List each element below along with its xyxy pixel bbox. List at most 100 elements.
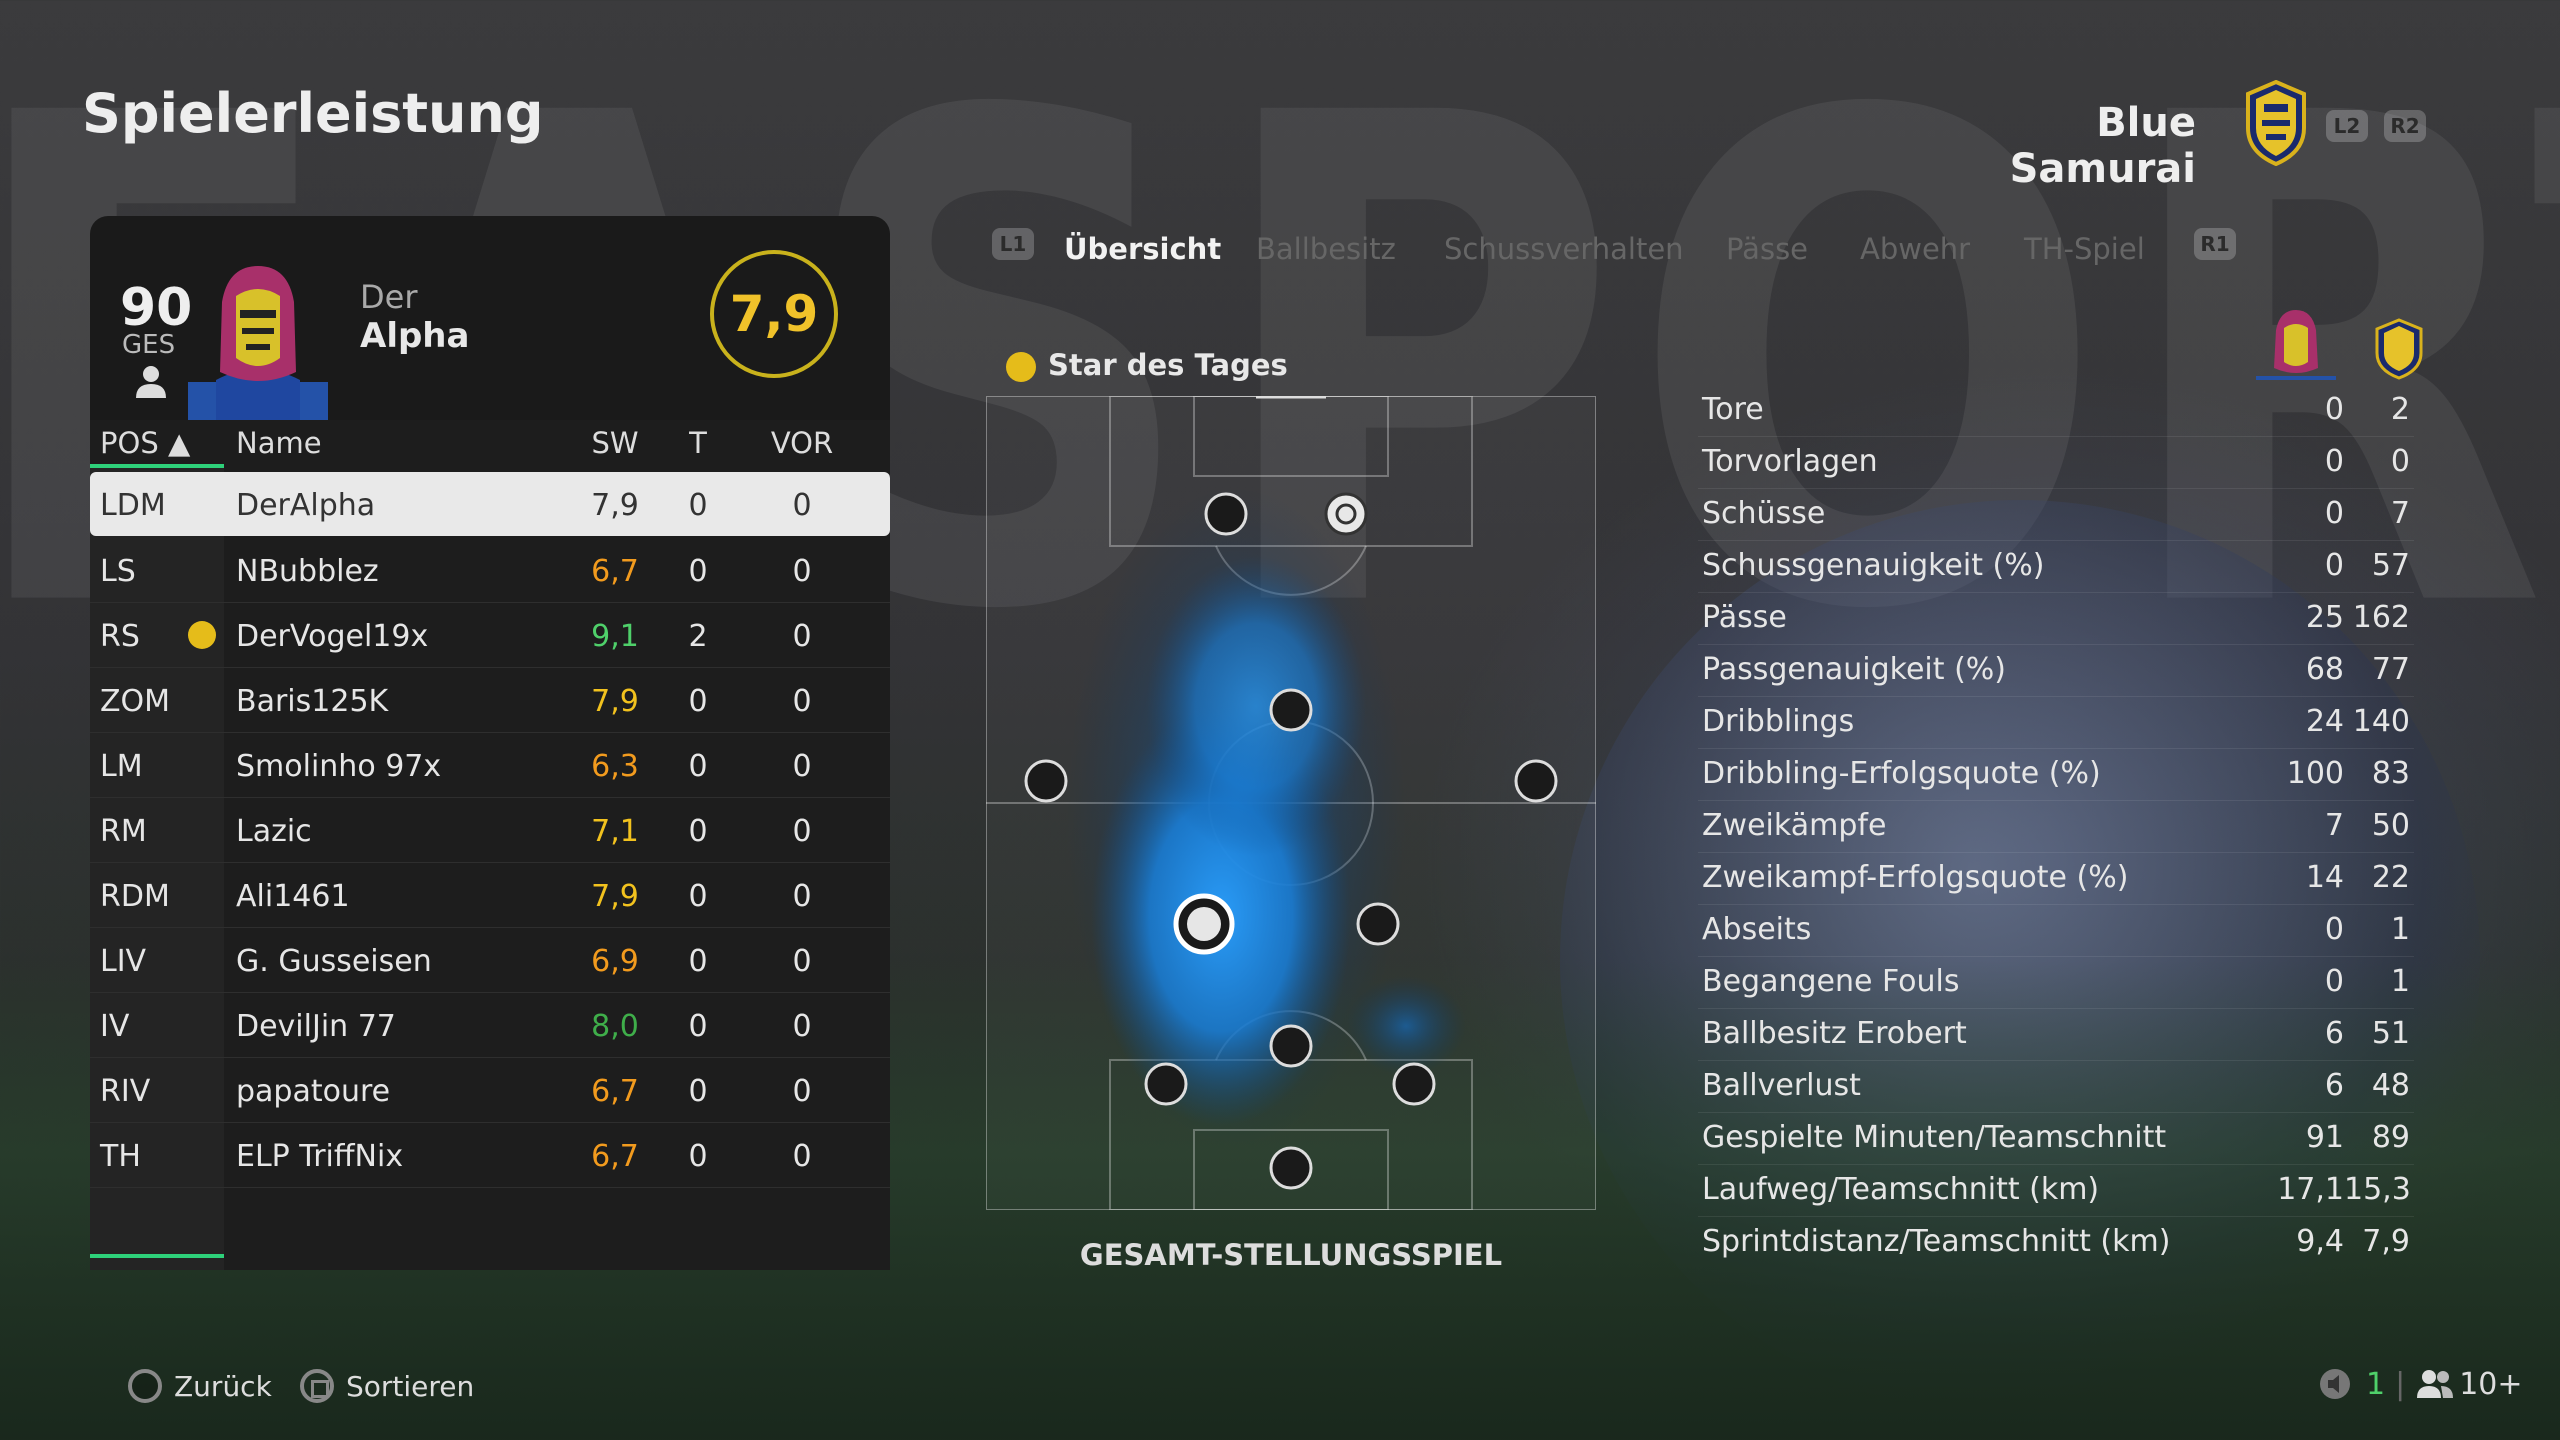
row-rating: 6,7 — [591, 1074, 639, 1109]
table-row[interactable]: LM Smolinho 97x 6,3 0 0 — [90, 733, 890, 798]
row-name: papatoure — [236, 1074, 391, 1109]
table-row[interactable]: RDM Ali1461 7,9 0 0 — [90, 863, 890, 928]
sort-indicator — [90, 464, 224, 468]
row-rating: 6,3 — [591, 749, 639, 784]
tab-paesse[interactable]: Pässe — [1726, 232, 1809, 266]
table-row[interactable]: LS NBubblez 6,7 0 0 — [90, 538, 890, 603]
row-name: DevilJin 77 — [236, 1009, 396, 1044]
l1-button[interactable]: L1 — [992, 228, 1034, 260]
row-assists: 0 — [792, 554, 812, 589]
stat-row: Tore 0 2 — [1698, 384, 2414, 437]
stat-row: Laufweg/Teamschnitt (km) 17,1 15,3 — [1698, 1164, 2414, 1217]
row-assists: 0 — [792, 814, 812, 849]
table-row[interactable]: TH ELP TriffNix 6,7 0 0 — [90, 1123, 890, 1188]
back-button[interactable]: Zurück — [128, 1366, 272, 1406]
player-rating: 7,9 — [710, 250, 838, 378]
footer-status: 1 | 10+ — [2318, 1364, 2523, 1404]
row-pos: LM — [100, 749, 143, 784]
sort-button[interactable]: Sortieren — [300, 1366, 474, 1406]
stat-row: Dribblings 24 140 — [1698, 696, 2414, 749]
stat-row: Gespielte Minuten/Teamschnitt 91 89 — [1698, 1112, 2414, 1165]
pitch-caption: GESAMT-STELLUNGSSPIEL — [1079, 1238, 1503, 1272]
row-rating: 9,1 — [591, 619, 639, 654]
team-name: Blue Samurai — [2009, 100, 2196, 192]
party-count: 10+ — [2459, 1366, 2523, 1402]
row-pos: ZOM — [100, 684, 171, 719]
row-assists: 0 — [792, 879, 812, 914]
row-rating: 6,7 — [591, 1139, 639, 1174]
row-goals: 2 — [688, 619, 708, 654]
row-name: Lazic — [236, 814, 312, 849]
tab-th-spiel[interactable]: TH-Spiel — [2024, 232, 2145, 266]
player-overall: 90 — [120, 278, 193, 338]
stat-row: Dribbling-Erfolgsquote (%) 100 83 — [1698, 748, 2414, 801]
table-row[interactable]: LIV G. Gusseisen 6,9 0 0 — [90, 928, 890, 993]
row-pos: LIV — [100, 944, 147, 979]
stat-row: Passgenauigkeit (%) 68 77 — [1698, 644, 2414, 697]
table-row[interactable]: RS DerVogel19x 9,1 2 0 — [90, 603, 890, 668]
team-crest-icon — [2246, 80, 2306, 166]
row-assists: 0 — [792, 944, 812, 979]
row-name: ELP TriffNix — [236, 1139, 404, 1174]
row-goals: 0 — [688, 814, 708, 849]
square-button-icon — [300, 1369, 334, 1403]
stat-row: Schussgenauigkeit (%) 0 57 — [1698, 540, 2414, 593]
row-goals: 0 — [688, 879, 708, 914]
tab-uebersicht[interactable]: Übersicht — [1064, 232, 1222, 266]
header-pos[interactable]: POS ▲ — [100, 426, 191, 460]
star-of-day-icon — [1006, 352, 1036, 382]
star-of-day-label: Star des Tages — [1048, 348, 1288, 382]
row-name: G. Gusseisen — [236, 944, 432, 979]
row-rating: 8,0 — [591, 1009, 639, 1044]
row-name: NBubblez — [236, 554, 379, 589]
header-sw[interactable]: SW — [591, 426, 639, 460]
stat-row: Schüsse 0 7 — [1698, 488, 2414, 541]
row-name: DerAlpha — [236, 488, 376, 523]
row-pos: LDM — [100, 488, 166, 523]
row-goals: 0 — [688, 944, 708, 979]
row-pos: RDM — [100, 879, 170, 914]
pos-column-background — [90, 468, 224, 1270]
row-name: Ali1461 — [236, 879, 350, 914]
row-rating: 7,1 — [591, 814, 639, 849]
row-goals: 0 — [688, 749, 708, 784]
row-rating: 6,9 — [591, 944, 639, 979]
stat-row: Zweikampf-Erfolgsquote (%) 14 22 — [1698, 852, 2414, 905]
stat-row: Abseits 0 1 — [1698, 904, 2414, 957]
player-avatar — [188, 266, 328, 420]
row-name: Smolinho 97x — [236, 749, 442, 784]
header-name[interactable]: Name — [236, 426, 322, 460]
r2-button[interactable]: R2 — [2384, 110, 2426, 142]
table-row[interactable]: LDM DerAlpha 7,9 0 0 — [90, 472, 890, 536]
stat-row: Ballverlust 6 48 — [1698, 1060, 2414, 1113]
row-assists: 0 — [792, 619, 812, 654]
lineup-table: POS ▲ Name SW T VOR LDM DerAlpha 7,9 0 0… — [90, 420, 890, 1270]
separator: | — [2395, 1366, 2406, 1402]
header-vor[interactable]: VOR — [770, 426, 834, 460]
player-first-name: Der — [360, 278, 418, 316]
tab-abwehr[interactable]: Abwehr — [1860, 232, 1971, 266]
row-rating: 6,7 — [591, 554, 639, 589]
row-name: Baris125K — [236, 684, 389, 719]
table-row[interactable]: RM Lazic 7,1 0 0 — [90, 798, 890, 863]
row-goals: 0 — [688, 488, 708, 523]
r1-button[interactable]: R1 — [2194, 228, 2236, 260]
table-row[interactable]: IV DevilJin 77 8,0 0 0 — [90, 993, 890, 1058]
row-assists: 0 — [792, 1139, 812, 1174]
l2-button[interactable]: L2 — [2326, 110, 2368, 142]
tab-schussverhalten[interactable]: Schussverhalten — [1444, 232, 1684, 266]
position-heatmap — [986, 396, 1596, 1210]
tab-ballbesitz[interactable]: Ballbesitz — [1256, 232, 1396, 266]
header-t[interactable]: T — [689, 426, 707, 460]
table-row[interactable]: ZOM Baris125K 7,9 0 0 — [90, 668, 890, 733]
table-row[interactable]: RIV papatoure 6,7 0 0 — [90, 1058, 890, 1123]
page-title: Spielerleistung — [82, 82, 544, 145]
speaker-icon — [2320, 1369, 2350, 1399]
stat-row: Ballbesitz Erobert 6 51 — [1698, 1008, 2414, 1061]
row-pos: LS — [100, 554, 136, 589]
row-rating: 7,9 — [591, 684, 639, 719]
table-header: POS ▲ Name SW T VOR — [90, 420, 890, 468]
row-pos: IV — [100, 1009, 130, 1044]
row-name: DerVogel19x — [236, 619, 429, 654]
row-assists: 0 — [792, 1074, 812, 1109]
